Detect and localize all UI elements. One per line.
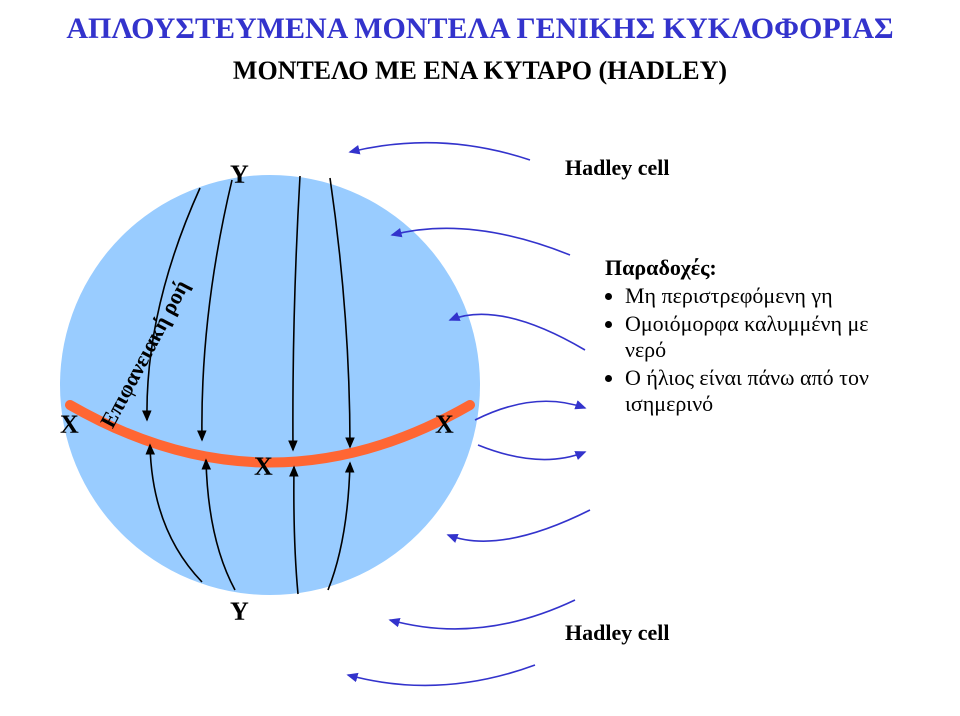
diagram-area: Επιφανειακή ροή Υ Υ Χ Χ Χ Hadley cell Ha… (30, 100, 930, 700)
assumptions-block: Παραδοχές: Μη περιστρεφόμενη γη Ομοιόμορ… (605, 255, 915, 419)
label-y-top: Υ (230, 160, 249, 190)
page-title: ΑΠΛΟΥΣΤΕΥΜΕΝΑ ΜΟΝΤΕΛΑ ΓΕΝΙΚΗΣ ΚΥΚΛΟΦΟΡΙΑ… (0, 12, 960, 46)
assumptions-heading: Παραδοχές: (605, 255, 915, 281)
hadley-cell-label-bottom: Hadley cell (565, 620, 669, 646)
assumption-item: Ο ήλιος είναι πάνω από τον ισημερινό (625, 365, 915, 417)
label-y-bottom: Υ (230, 597, 249, 627)
assumption-item: Μη περιστρεφόμενη γη (625, 283, 915, 309)
assumption-item: Ομοιόμορφα καλυμμένη με νερό (625, 311, 915, 363)
hadley-cell-label-top: Hadley cell (565, 155, 669, 181)
label-x-mid: Χ (254, 452, 273, 482)
label-x-left: Χ (60, 410, 79, 440)
page-subtitle: ΜΟΝΤΕΛΟ ΜΕ ΕΝΑ ΚΥΤΑΡΟ (HADLEY) (0, 56, 960, 86)
page: ΑΠΛΟΥΣΤΕΥΜΕΝΑ ΜΟΝΤΕΛΑ ΓΕΝΙΚΗΣ ΚΥΚΛΟΦΟΡΙΑ… (0, 0, 960, 716)
assumptions-list: Μη περιστρεφόμενη γη Ομοιόμορφα καλυμμέν… (605, 283, 915, 417)
label-x-right: Χ (435, 410, 454, 440)
